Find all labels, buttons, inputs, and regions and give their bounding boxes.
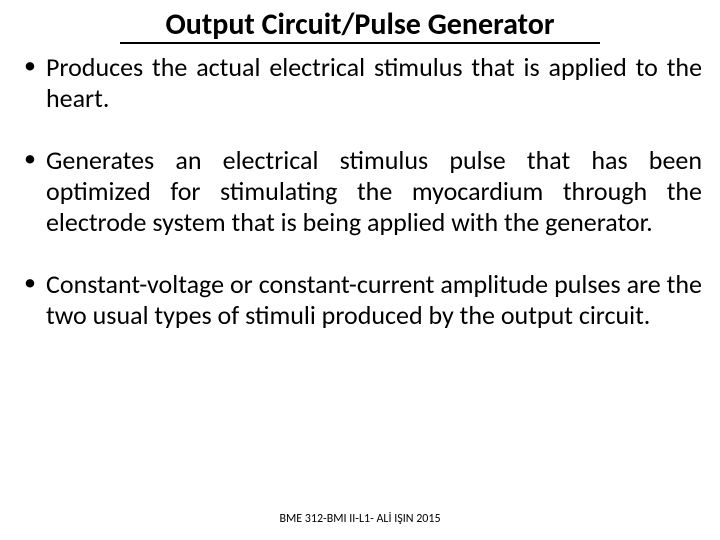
list-item: Generates an electrical stimulus pulse t… xyxy=(18,145,702,237)
slide-title: Output Circuit/Pulse Generator xyxy=(120,8,600,44)
slide-footer: BME 312-BMI II-L1- ALİ IŞIN 2015 xyxy=(0,512,720,526)
list-item: Constant-voltage or constant-current amp… xyxy=(18,269,702,330)
bullet-list: Produces the actual electrical stimulus … xyxy=(18,52,702,331)
slide: Output Circuit/Pulse Generator Produces … xyxy=(0,0,720,540)
list-item: Produces the actual electrical stimulus … xyxy=(18,52,702,113)
